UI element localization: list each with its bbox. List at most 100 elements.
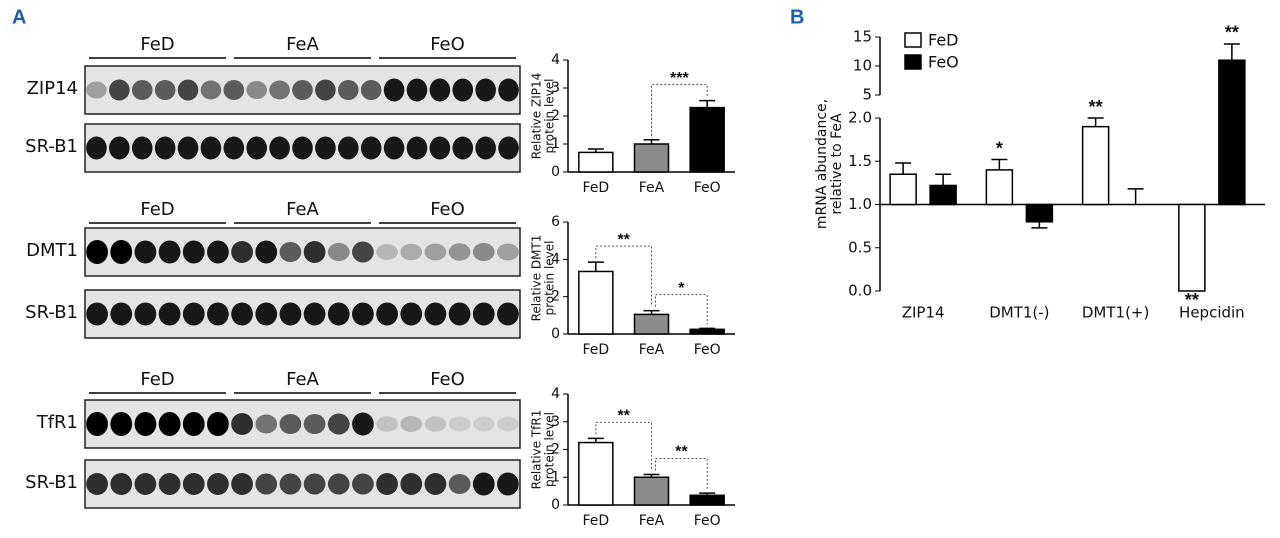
blot-band	[452, 136, 474, 160]
blot-group-label: FeD	[140, 34, 174, 55]
x-tick-label: FeA	[639, 342, 665, 358]
blot-group-label: FeD	[140, 199, 174, 220]
bar	[689, 494, 725, 506]
y-tick-label: 3	[551, 414, 560, 430]
blot-band	[231, 241, 253, 263]
blot-band	[279, 473, 302, 495]
y-tick-label: 4	[551, 52, 560, 68]
blot-band	[400, 302, 423, 326]
blot-band	[475, 78, 496, 102]
blot-band	[303, 241, 326, 263]
blot-band	[498, 136, 519, 160]
y-tick-label: 2	[551, 108, 560, 124]
blot-row-label: DMT1	[26, 240, 78, 261]
blot-band	[200, 136, 222, 160]
significance-label: **	[1185, 290, 1199, 310]
legend-label: FeD	[928, 31, 959, 50]
bar	[578, 151, 614, 173]
blot-band	[86, 240, 108, 264]
blot-band	[400, 416, 423, 432]
blot-band	[383, 136, 405, 160]
blot-band	[86, 412, 108, 436]
blot-band	[223, 80, 245, 100]
blot-band	[429, 136, 451, 160]
x-tick-label: FeA	[639, 180, 665, 196]
blot-band	[182, 302, 205, 326]
y-axis-label: mRNA abundance,	[814, 99, 830, 229]
x-tick-label: FeO	[694, 513, 721, 529]
panel-label: A	[12, 6, 26, 28]
y-tick-label: 2	[551, 442, 560, 458]
y-axis-label: Relative TfR1	[530, 410, 544, 490]
y-tick-label: 2.0	[848, 109, 872, 127]
y-tick-label: 2	[551, 289, 560, 305]
blot-band	[360, 136, 382, 160]
x-tick-label: FeO	[694, 342, 721, 358]
y-tick-label: 1.5	[848, 152, 872, 170]
blot-band	[158, 412, 181, 436]
blot-band	[424, 416, 447, 432]
y-axis-label: Relative DMT1	[530, 235, 544, 322]
blot-band	[134, 302, 157, 326]
blot-band	[134, 240, 157, 264]
blot-band	[406, 78, 428, 102]
y-tick-label: 1.0	[848, 195, 872, 213]
y-tick-label: 0	[551, 164, 560, 180]
y-tick-label: 15	[853, 28, 872, 46]
blot-band	[497, 243, 519, 261]
significance-bracket	[655, 457, 708, 490]
blot-band	[498, 78, 519, 102]
significance-label: **	[617, 231, 630, 248]
significance-label: *	[996, 138, 1003, 158]
blot-band	[279, 302, 302, 326]
x-tick-label: DMT1(+)	[1082, 304, 1149, 322]
blot-band	[86, 81, 107, 99]
bar	[1081, 125, 1110, 206]
blot-membrane	[84, 289, 521, 339]
blot-row-label: ZIP14	[27, 78, 78, 99]
blot-band	[424, 243, 447, 261]
blot-band	[207, 240, 229, 264]
blot-band	[383, 78, 405, 102]
blot-band	[255, 473, 278, 495]
bar	[929, 184, 957, 206]
blot-band	[292, 136, 313, 160]
blot-band	[110, 412, 133, 436]
blot-band	[158, 473, 181, 495]
y-axis-label: protein level	[543, 240, 557, 315]
blot-band	[352, 473, 374, 495]
blot-group-label: FeA	[286, 369, 319, 390]
blot-row-label: SR-B1	[25, 136, 78, 157]
bar	[1025, 203, 1054, 223]
x-tick-label: FeO	[694, 180, 721, 196]
blot-band	[472, 243, 495, 261]
legend-swatch	[904, 32, 922, 48]
blot-group-label: FeD	[140, 369, 174, 390]
significance-label: **	[1225, 23, 1239, 43]
blot-band	[472, 302, 495, 326]
y-tick-label: 0.5	[848, 238, 872, 256]
blot-band	[255, 414, 278, 434]
x-tick-label: FeD	[582, 513, 609, 529]
y-tick-label: 1	[551, 469, 560, 485]
blot-band	[352, 241, 374, 263]
blot-band	[109, 79, 130, 101]
blot-band	[269, 136, 290, 160]
blot-band	[182, 412, 205, 436]
y-tick-label: 4	[551, 386, 560, 402]
blot-band	[158, 240, 181, 264]
blot-membrane	[84, 399, 521, 449]
blot-band	[497, 472, 519, 496]
bar	[1178, 203, 1206, 292]
blot-band	[448, 302, 471, 326]
blot-band	[303, 473, 326, 495]
blot-band	[303, 414, 326, 434]
blot-band	[376, 302, 398, 326]
blot-row-label: SR-B1	[25, 472, 78, 493]
blot-band	[279, 414, 302, 434]
blot-band	[158, 302, 181, 326]
blot-band	[337, 80, 359, 100]
blot-band	[154, 136, 176, 160]
blot-band	[315, 79, 336, 101]
